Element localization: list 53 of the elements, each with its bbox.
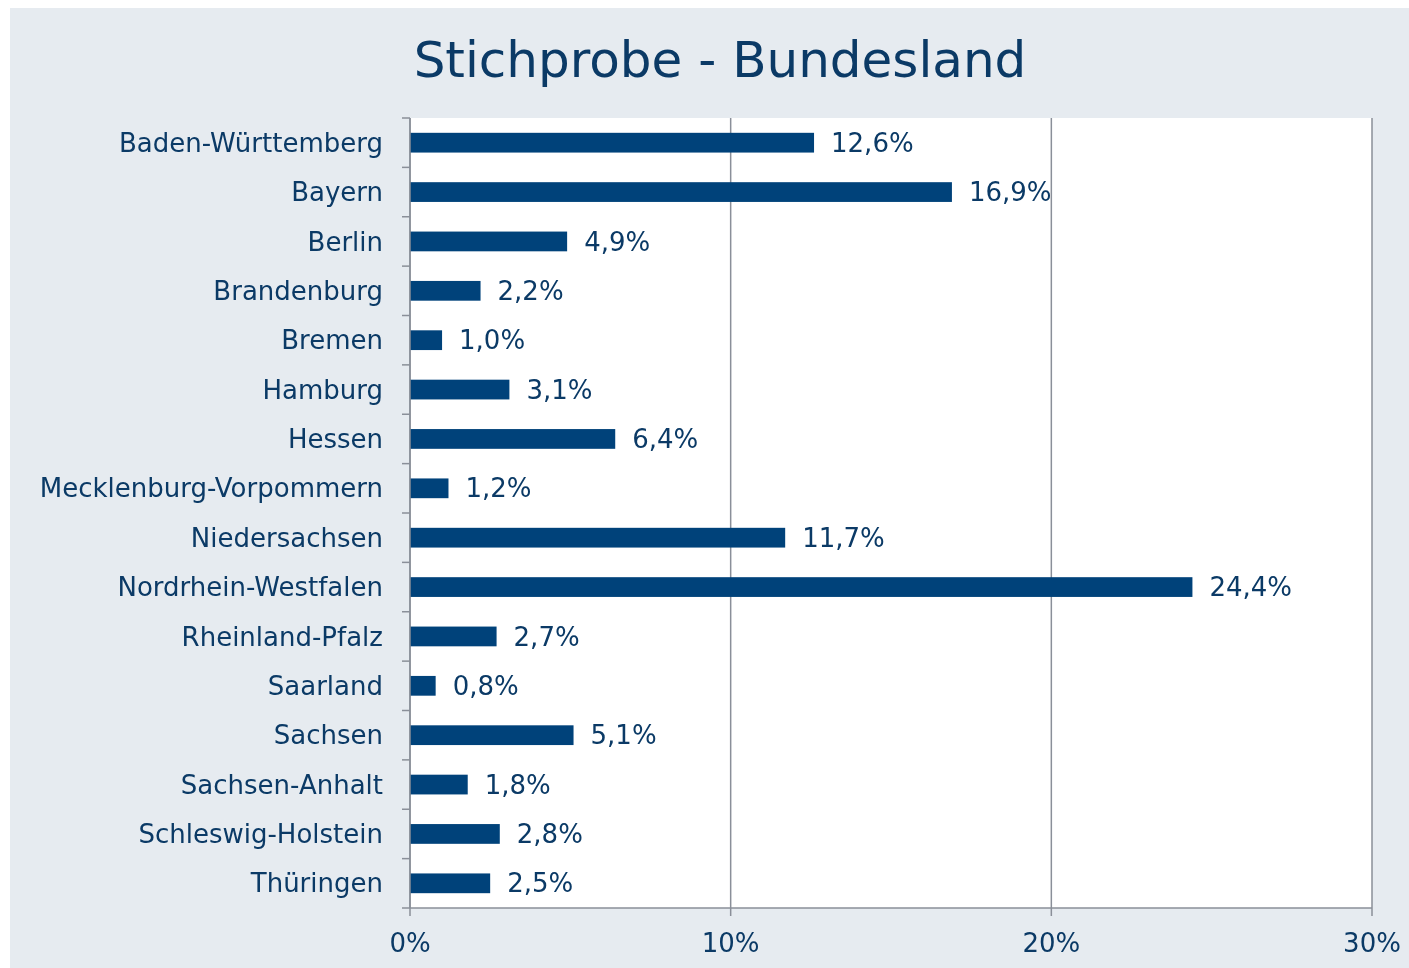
bar — [410, 429, 616, 449]
y-tick-label: Schleswig-Holstein — [138, 819, 383, 850]
bar — [410, 577, 1193, 597]
data-label: 16,9% — [968, 177, 1052, 208]
y-tick-label: Nordrhein-Westfalen — [117, 572, 383, 603]
data-label: 24,4% — [1209, 572, 1293, 603]
bar — [410, 330, 443, 351]
y-tick-label: Sachsen-Anhalt — [180, 769, 383, 800]
data-label: 2,5% — [507, 868, 574, 899]
y-tick-label: Saarland — [267, 670, 383, 701]
y-tick-label: Baden-Württemberg — [119, 127, 383, 158]
bar — [410, 527, 786, 548]
y-tick-label: Bremen — [281, 325, 383, 356]
y-tick-label: Bayern — [291, 177, 383, 208]
bar — [410, 379, 510, 400]
bar — [410, 774, 468, 795]
data-label: 5,1% — [590, 720, 657, 751]
data-label: 2,8% — [516, 819, 583, 850]
bar — [410, 478, 449, 499]
data-label: 2,2% — [497, 275, 564, 306]
x-tick-label: 20% — [1022, 928, 1081, 958]
chart-title: Stichprobe - Bundesland — [413, 31, 1027, 89]
data-label: 11,7% — [802, 522, 885, 553]
y-tick-label: Thüringen — [249, 868, 383, 899]
y-tick-label: Berlin — [307, 226, 383, 257]
bar — [410, 280, 481, 301]
y-tick-label: Brandenburg — [213, 275, 383, 306]
bar — [410, 873, 491, 894]
x-tick-label: 10% — [701, 928, 760, 958]
bar — [410, 626, 497, 647]
data-label: 6,4% — [632, 424, 699, 455]
y-tick-label: Sachsen — [273, 720, 383, 751]
bar — [410, 675, 436, 696]
bar — [410, 824, 500, 844]
data-label: 4,9% — [584, 226, 651, 257]
data-label: 3,1% — [526, 374, 593, 405]
data-label: 0,8% — [452, 670, 519, 701]
data-label: 1,0% — [459, 325, 526, 356]
y-tick-label: Mecklenburg-Vorpommern — [39, 473, 383, 504]
data-label: 1,8% — [484, 769, 551, 800]
x-tick-label: 0% — [389, 928, 431, 958]
y-tick-label: Hessen — [287, 424, 383, 455]
y-tick-label: Hamburg — [262, 374, 383, 405]
bar — [410, 725, 574, 746]
y-tick-label: Niedersachsen — [190, 522, 383, 553]
bar — [410, 231, 568, 252]
data-label: 1,2% — [465, 473, 532, 504]
x-tick-label: 30% — [1343, 928, 1401, 958]
data-label: 2,7% — [513, 621, 580, 652]
bar — [410, 182, 952, 202]
bar — [410, 132, 815, 153]
y-tick-label: Rheinland-Pfalz — [181, 621, 383, 652]
data-label: 12,6% — [831, 127, 914, 158]
